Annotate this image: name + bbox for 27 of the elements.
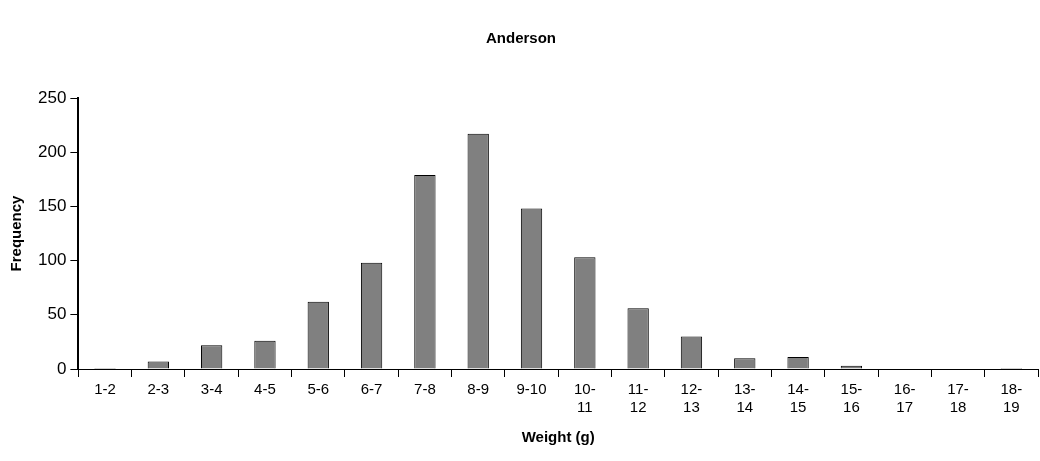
x-tick-label: 11-12 — [627, 380, 649, 416]
x-tick-label: 2-3 — [147, 380, 170, 398]
x-tick-label: 6-7 — [360, 380, 383, 398]
y-axis-title: Frequency — [7, 194, 25, 272]
y-tick-label: 200 — [37, 141, 67, 161]
x-tick-label: 8-9 — [467, 380, 490, 398]
x-tick-label: 10-11 — [573, 380, 596, 416]
y-tick-label: 50 — [47, 304, 67, 324]
y-tick-label: 250 — [37, 87, 67, 107]
y-tick-label: 0 — [56, 358, 67, 378]
x-tick-label: 16-17 — [893, 380, 916, 416]
x-tick-label: 4-5 — [254, 380, 276, 398]
x-tick-label: 5-6 — [307, 380, 330, 398]
x-tick-label: 17-18 — [947, 380, 969, 416]
x-tick-label: 7-8 — [414, 380, 436, 398]
y-tick-label: 150 — [37, 196, 67, 216]
x-tick-label: 13-14 — [733, 380, 756, 416]
x-tick-label: 1-2 — [94, 380, 116, 398]
x-tick-label: 12-13 — [680, 380, 703, 416]
x-tick-label: 18-19 — [1000, 380, 1023, 416]
x-axis-title: Weight (g) — [521, 428, 595, 446]
x-tick-label: 3-4 — [200, 380, 223, 398]
x-tick-label: 9-10 — [516, 380, 547, 398]
y-tick-label: 100 — [37, 250, 67, 270]
x-tick-label: 14-15 — [787, 380, 809, 416]
chart-title: Anderson — [485, 29, 557, 47]
x-tick-label: 15-16 — [840, 380, 863, 416]
